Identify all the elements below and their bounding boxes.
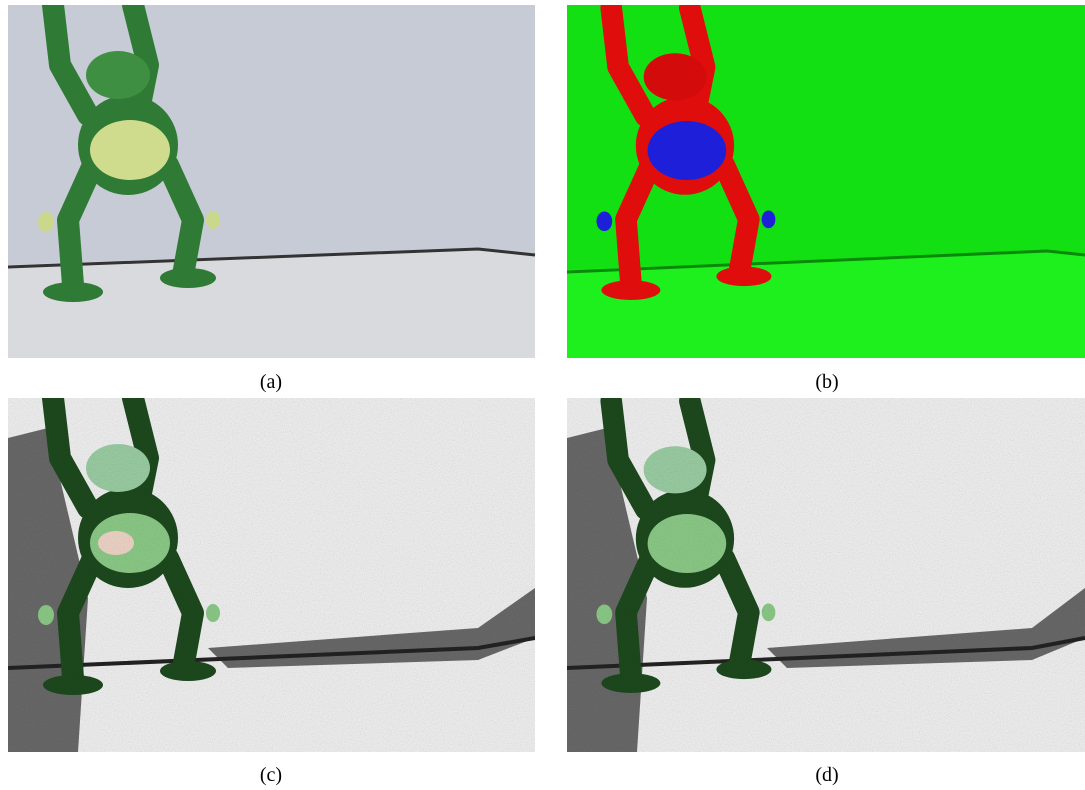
image-d [566, 398, 1085, 752]
caption: (d) [815, 764, 838, 786]
caption: (c) [260, 764, 282, 786]
image-b [566, 5, 1085, 358]
image-c [7, 398, 536, 752]
caption: (a) [260, 371, 282, 393]
image-a [7, 5, 536, 358]
caption: (b) [815, 371, 838, 393]
